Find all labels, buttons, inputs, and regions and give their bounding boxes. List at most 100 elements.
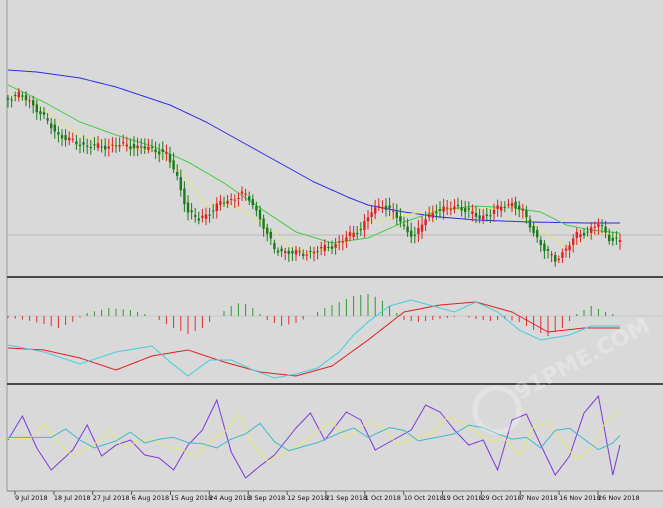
candle-body <box>366 217 370 222</box>
candle-body <box>82 142 85 145</box>
candle-body <box>53 124 56 132</box>
candle-body <box>111 144 114 146</box>
candle-body <box>165 152 168 154</box>
candle-body <box>291 251 294 254</box>
candle-body <box>604 226 607 233</box>
candle-body <box>338 241 341 243</box>
candle-body <box>467 208 470 210</box>
candle-body <box>258 209 262 220</box>
candle-body <box>302 253 305 256</box>
candle-body <box>377 205 380 208</box>
candle-body <box>24 95 28 101</box>
candle-body <box>395 211 398 218</box>
candle-body <box>147 146 150 150</box>
candle-body <box>208 214 211 216</box>
candle-body <box>334 244 337 248</box>
x-axis-tick-label: 21 Sep 2018 <box>326 494 367 502</box>
x-axis-tick-label: 12 Sep 2018 <box>287 494 328 502</box>
candle-body <box>417 227 420 234</box>
candle-body <box>35 104 38 113</box>
stochastic-panel <box>7 394 621 479</box>
candle-body <box>323 244 326 251</box>
candle-body <box>161 149 164 152</box>
candle-body <box>503 206 506 208</box>
candle-body <box>438 209 442 211</box>
x-axis-tick-label: 6 Aug 2018 <box>132 494 170 502</box>
candle-body <box>510 203 514 207</box>
candle-body <box>330 246 334 249</box>
candle-body <box>359 229 362 231</box>
candle-body <box>68 137 71 141</box>
candle-body <box>406 226 409 233</box>
candle-body <box>341 241 344 243</box>
candle-body <box>262 218 265 229</box>
candle-body <box>172 160 175 170</box>
x-axis-tick-label: 16 Nov 2018 <box>559 494 601 502</box>
candle-body <box>125 144 128 147</box>
candle-body <box>345 237 348 242</box>
candle-body <box>17 91 20 98</box>
x-axis-tick-label: 26 Nov 2018 <box>598 494 640 502</box>
candle-body <box>28 100 31 102</box>
x-axis-tick-label: 24 Aug 2018 <box>209 494 251 502</box>
candle-body <box>194 215 197 217</box>
candle-body <box>384 205 388 210</box>
candle-body <box>197 218 200 221</box>
candle-body <box>593 226 596 228</box>
x-axis-tick-label: 3 Sep 2018 <box>248 494 285 502</box>
candle-body <box>453 206 456 210</box>
candle-body <box>356 232 359 234</box>
x-axis-tick-label: 27 Jul 2018 <box>93 494 130 502</box>
candle-body <box>89 147 92 148</box>
candle-body <box>590 227 593 233</box>
candle-body <box>280 248 283 252</box>
candle-body <box>420 224 424 232</box>
candle-body <box>381 207 384 209</box>
candle-body <box>363 221 366 230</box>
candle-body <box>248 196 251 201</box>
candle-body <box>564 248 568 251</box>
candle-body <box>251 199 254 206</box>
candle-body <box>597 224 600 227</box>
candle-body <box>618 240 622 242</box>
x-axis: 9 Jul 2018 18 Jul 2018 27 Jul 2018 6 Aug 20… <box>14 491 640 502</box>
candle-body <box>539 239 542 245</box>
candle-body <box>471 211 474 214</box>
candle-body <box>525 210 528 218</box>
x-axis-tick-label: 7 Nov 2018 <box>520 494 558 502</box>
candle-body <box>413 234 416 236</box>
candle-body <box>287 250 290 254</box>
candle-body <box>546 248 550 251</box>
candle-body <box>96 143 100 149</box>
candle-body <box>168 154 172 163</box>
candle-body <box>276 250 280 253</box>
stochastic-signal-line <box>8 411 621 462</box>
candle-body <box>78 144 82 147</box>
candle-body <box>615 237 618 239</box>
candle-body <box>114 145 118 147</box>
candle-body <box>150 147 154 149</box>
candle-body <box>140 146 143 148</box>
candle-body <box>431 213 434 218</box>
candle-body <box>489 215 492 217</box>
candle-body <box>104 145 107 150</box>
candle-body <box>233 199 236 201</box>
candle-body <box>370 212 373 217</box>
candle-body <box>449 209 452 210</box>
candle-body <box>10 99 13 101</box>
candle-body <box>71 139 74 141</box>
candle-body <box>532 226 535 234</box>
candle-body <box>266 227 269 234</box>
candle-body <box>136 145 139 149</box>
candle-body <box>521 208 524 211</box>
candle-body <box>608 234 611 242</box>
candle-body <box>294 249 298 255</box>
candle-body <box>305 254 308 256</box>
candle-body <box>39 111 42 115</box>
candle-body <box>215 203 218 211</box>
candle-body <box>46 118 49 121</box>
candle-body <box>582 232 586 236</box>
candle-body <box>478 215 481 219</box>
candle-body <box>460 207 463 211</box>
